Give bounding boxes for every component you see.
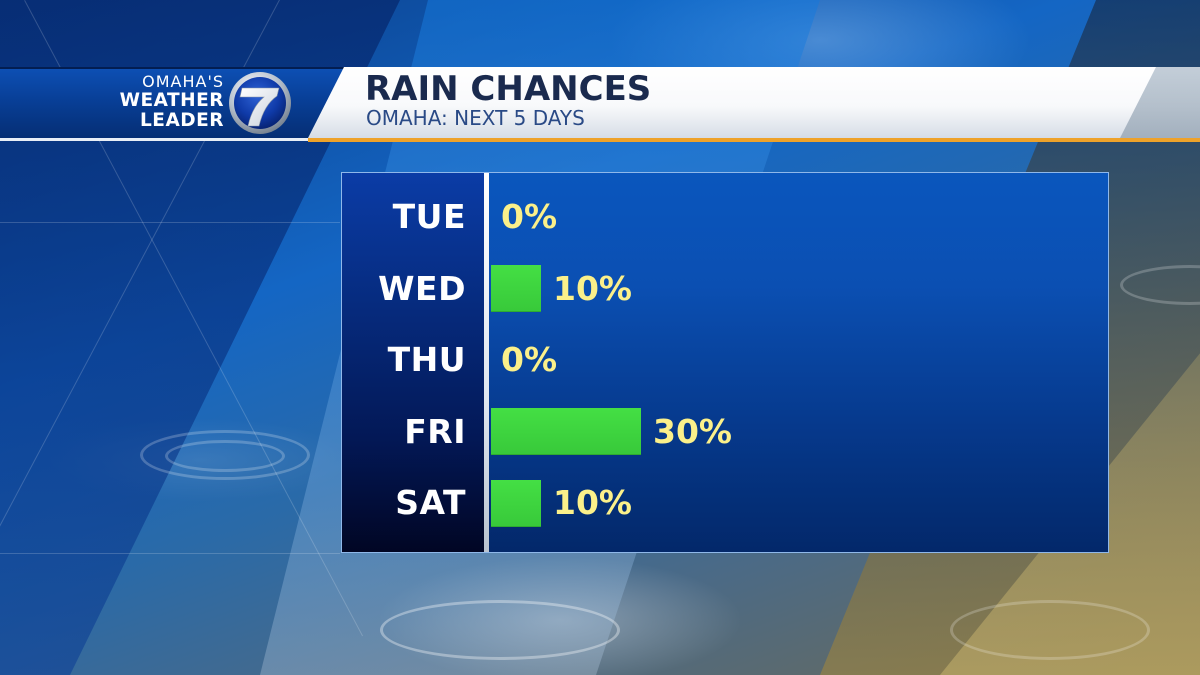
day-label-thu: THU — [387, 340, 466, 379]
title-panel — [308, 67, 1200, 138]
station-tagline: OMAHA'S WEATHER LEADER — [120, 74, 224, 130]
axis-divider — [484, 173, 489, 552]
accent-stripe — [308, 138, 1200, 142]
value-fri: 30% — [653, 412, 732, 451]
value-wed: 10% — [553, 269, 632, 308]
background-line — [0, 553, 340, 554]
bar-fri — [491, 408, 641, 455]
value-thu: 0% — [501, 340, 558, 379]
tagline-line2: WEATHER — [119, 90, 224, 111]
channel-7-logo-icon — [228, 71, 292, 135]
tagline-line1: OMAHA'S — [142, 72, 224, 91]
day-label-sat: SAT — [395, 483, 466, 522]
day-label-wed: WED — [378, 269, 466, 308]
page-subtitle: OMAHA: NEXT 5 DAYS — [366, 106, 585, 130]
day-label-tue: TUE — [392, 197, 466, 236]
ripple-decoration — [140, 430, 310, 480]
ripple-decoration — [950, 600, 1150, 660]
bar-sat — [491, 480, 541, 527]
background-line — [0, 222, 340, 223]
day-label-fri: FRI — [404, 412, 466, 451]
page-title: RAIN CHANCES — [365, 69, 652, 109]
value-sat: 10% — [553, 483, 632, 522]
plot-area: 0% 10% 0% 30% 10% — [489, 173, 1108, 552]
branding-underline — [0, 138, 310, 141]
bar-wed — [491, 265, 541, 312]
day-label-column: TUE WED THU FRI SAT — [342, 173, 484, 552]
ripple-decoration — [380, 600, 620, 660]
header-bar: OMAHA'S WEATHER LEADER — [0, 67, 1200, 142]
value-tue: 0% — [501, 197, 558, 236]
ripple-decoration — [165, 440, 285, 472]
tagline-line3: LEADER — [140, 109, 224, 131]
rain-chance-chart: TUE WED THU FRI SAT 0% 10% 0% 30% 10% — [341, 172, 1109, 553]
